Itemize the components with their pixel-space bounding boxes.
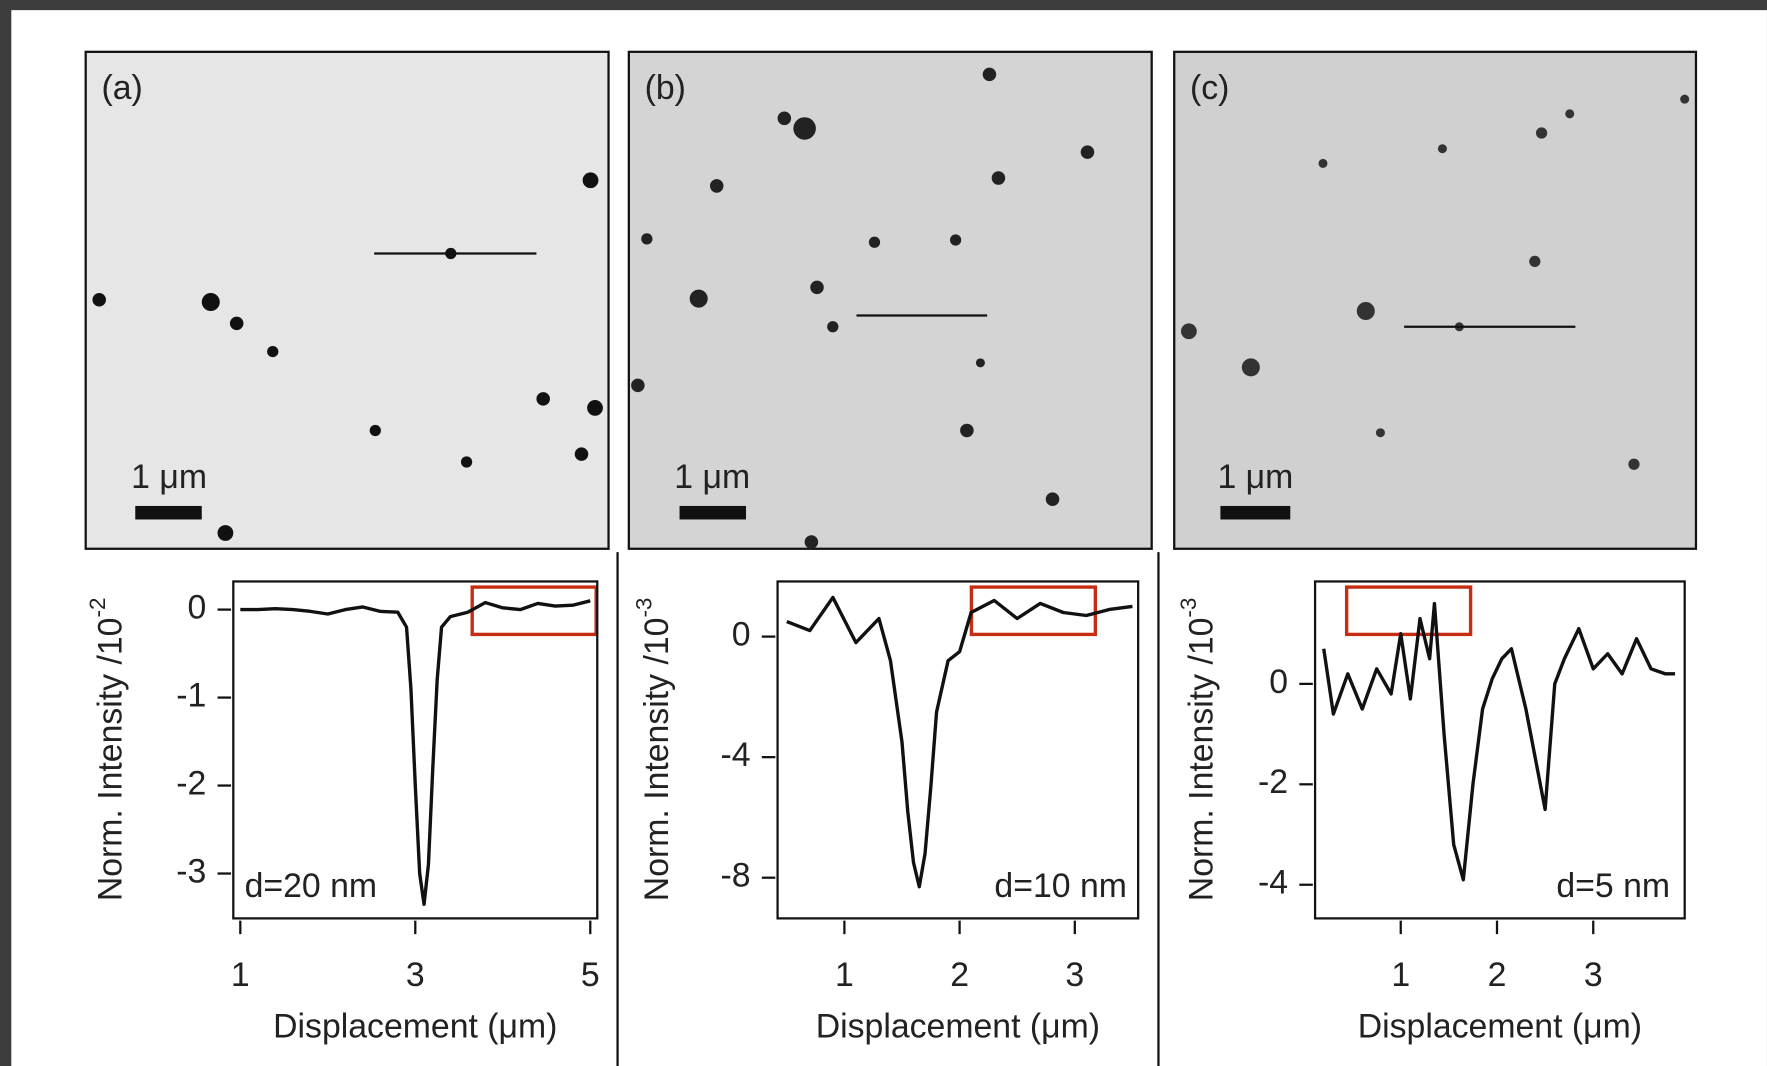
y-tick-label: 0 [187, 589, 206, 627]
x-axis-label: Displacement (μm) [273, 1008, 557, 1046]
x-tick-label: 3 [1065, 956, 1084, 994]
x-tick-label: 5 [581, 956, 600, 994]
y-tick-label: -4 [720, 736, 750, 774]
micrograph-c [1173, 50, 1698, 550]
data-line [786, 595, 1133, 889]
y-axis-label: Norm. Intensity /10-3 [632, 598, 676, 902]
y-axis-label-text: Norm. Intensity /10 [92, 618, 130, 902]
x-tick-label: 3 [1584, 956, 1603, 994]
annotation: d=5 nm [1556, 867, 1670, 905]
plot-frame [232, 580, 599, 920]
y-axis-label: Norm. Intensity /10-2 [85, 598, 129, 902]
y-axis-exponent: -3 [1176, 598, 1201, 618]
y-tick-label: -1 [176, 676, 206, 714]
y-axis-exponent: -2 [85, 598, 110, 618]
scale-bar-label: 1 μm [131, 458, 207, 496]
x-axis-label: Displacement (μm) [1358, 1008, 1642, 1046]
panel-label: (a) [101, 69, 142, 107]
micrograph-a [84, 50, 610, 550]
y-axis-label: Norm. Intensity /10-3 [1176, 598, 1220, 902]
scale-bar-label: 1 μm [674, 458, 750, 496]
x-tick-label: 3 [406, 956, 425, 994]
y-axis-exponent: -3 [632, 598, 657, 618]
y-axis-label-text: Norm. Intensity /10 [1182, 618, 1220, 902]
x-axis-label: Displacement (μm) [816, 1008, 1100, 1046]
y-tick-label: -4 [1258, 864, 1288, 902]
panel-label: (b) [645, 69, 686, 107]
y-axis-label-text: Norm. Intensity /10 [638, 618, 676, 902]
data-line [1322, 601, 1676, 882]
y-tick-label: 0 [1269, 663, 1288, 701]
x-tick-label: 2 [950, 956, 969, 994]
annotation: d=10 nm [994, 867, 1126, 905]
plot-frame [776, 580, 1140, 920]
x-tick-label: 2 [1488, 956, 1507, 994]
micrograph-b [627, 50, 1153, 550]
y-tick-label: -8 [720, 857, 750, 895]
data-line [240, 599, 591, 906]
plot-frame [1313, 580, 1686, 920]
scale-bar-label: 1 μm [1217, 458, 1293, 496]
x-tick-label: 1 [835, 956, 854, 994]
x-tick-label: 1 [1391, 956, 1410, 994]
y-tick-label: -2 [1258, 763, 1288, 801]
annotation: d=20 nm [245, 867, 377, 905]
panel-label: (c) [1190, 69, 1229, 107]
y-tick-label: 0 [732, 616, 751, 654]
x-tick-label: 1 [231, 956, 250, 994]
y-tick-label: -3 [176, 852, 206, 890]
y-tick-label: -2 [176, 764, 206, 802]
